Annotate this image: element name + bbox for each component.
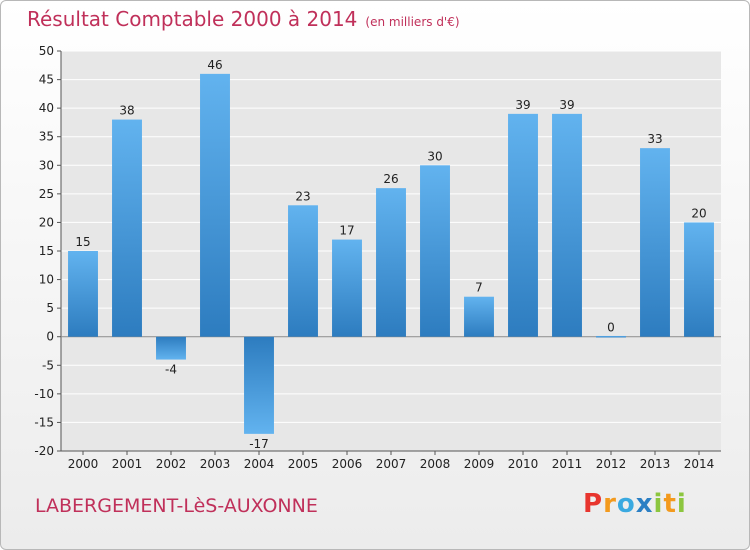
x-tick-label: 2014 — [684, 457, 715, 471]
x-tick-label: 2006 — [332, 457, 363, 471]
data-label: 7 — [475, 281, 483, 295]
bar — [420, 165, 450, 337]
proxiti-logo: Proxiti — [583, 489, 687, 519]
y-tick-label: -20 — [34, 444, 54, 458]
bar — [244, 336, 274, 434]
bar — [288, 205, 318, 337]
logo-letter: t — [663, 489, 677, 519]
commune-name: LABERGEMENT-LèS-AUXONNE — [35, 495, 318, 517]
y-tick-label: -5 — [42, 358, 54, 372]
bar — [156, 336, 186, 360]
x-tick-label: 2009 — [464, 457, 495, 471]
x-tick-label: 2010 — [508, 457, 539, 471]
x-tick-label: 2007 — [376, 457, 407, 471]
y-tick-label: -10 — [34, 387, 54, 401]
data-label: 39 — [515, 98, 530, 112]
data-label: 30 — [427, 149, 442, 163]
y-tick-label: 45 — [39, 73, 54, 87]
x-tick-label: 2005 — [288, 457, 319, 471]
bar — [596, 335, 626, 338]
x-tick-label: 2002 — [156, 457, 187, 471]
logo-letter: r — [603, 489, 617, 519]
logo-letter: o — [616, 489, 636, 519]
y-tick-label: 10 — [39, 273, 54, 287]
logo-letter: x — [635, 489, 654, 519]
data-label: 33 — [647, 132, 662, 146]
x-tick-label: 2012 — [596, 457, 627, 471]
x-tick-label: 2011 — [552, 457, 583, 471]
y-tick-label: 35 — [39, 130, 54, 144]
y-tick-label: 25 — [39, 187, 54, 201]
bar — [640, 148, 670, 337]
y-tick-label: 15 — [39, 244, 54, 258]
bar — [332, 239, 362, 337]
bar — [684, 222, 714, 337]
y-tick-label: 5 — [46, 301, 54, 315]
data-label: 20 — [691, 206, 706, 220]
title-row: Résultat Comptable 2000 à 2014 (en millie… — [27, 7, 460, 31]
x-tick-label: 2004 — [244, 457, 275, 471]
y-tick-label: 50 — [39, 44, 54, 58]
data-label: 23 — [295, 189, 310, 203]
logo-letter: i — [653, 489, 664, 519]
chart-title: Résultat Comptable 2000 à 2014 — [27, 7, 358, 31]
data-label: -17 — [249, 437, 269, 451]
x-tick-label: 2013 — [640, 457, 671, 471]
bar — [112, 119, 142, 337]
logo-letter: P — [583, 489, 604, 519]
data-label: 46 — [207, 58, 222, 72]
x-tick-label: 2008 — [420, 457, 451, 471]
x-tick-label: 2001 — [112, 457, 143, 471]
x-tick-label: 2003 — [200, 457, 231, 471]
bar — [200, 73, 230, 337]
chart-subtitle: (en milliers d'€) — [365, 15, 460, 29]
data-label: 39 — [559, 98, 574, 112]
y-tick-label: -15 — [34, 415, 54, 429]
data-label: 0 — [607, 321, 615, 335]
y-tick-label: 20 — [39, 215, 54, 229]
bar — [508, 113, 538, 337]
data-label: 38 — [119, 104, 134, 118]
data-label: 15 — [75, 235, 90, 249]
y-tick-label: 40 — [39, 101, 54, 115]
data-label: -4 — [165, 363, 177, 377]
y-tick-label: 30 — [39, 158, 54, 172]
bar — [464, 296, 494, 337]
logo-letter: i — [676, 489, 687, 519]
data-label: 17 — [339, 224, 354, 238]
x-tick-label: 2000 — [68, 457, 99, 471]
plot-area: -20 -15 -10 -5 0 5 10 15 20 25 30 35 40 45 50 15 2000 38 2… — [34, 44, 721, 471]
bar — [552, 113, 582, 337]
y-tick-label: 0 — [46, 330, 54, 344]
bar — [376, 188, 406, 337]
data-label: 26 — [383, 172, 398, 186]
bar — [68, 251, 98, 337]
